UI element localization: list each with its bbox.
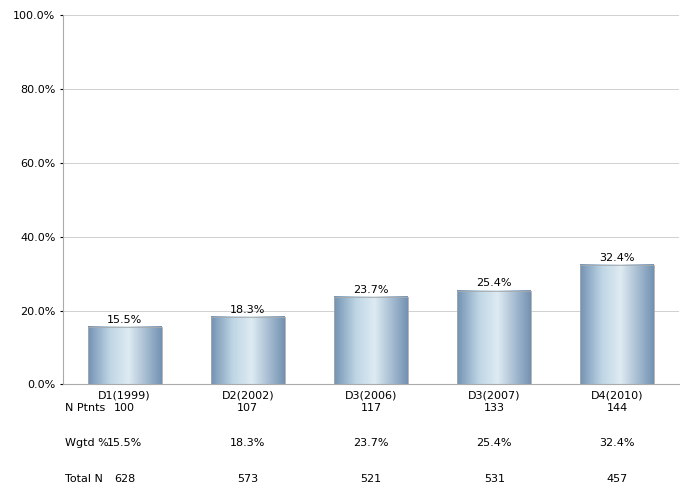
Bar bbox=[580, 264, 654, 384]
Text: 25.4%: 25.4% bbox=[477, 438, 512, 448]
Bar bbox=[334, 297, 408, 384]
Text: 521: 521 bbox=[360, 474, 382, 484]
Text: 23.7%: 23.7% bbox=[354, 284, 388, 294]
Text: 457: 457 bbox=[607, 474, 628, 484]
Text: 531: 531 bbox=[484, 474, 505, 484]
Text: 100: 100 bbox=[114, 402, 135, 412]
Text: 133: 133 bbox=[484, 402, 505, 412]
Text: 32.4%: 32.4% bbox=[600, 438, 635, 448]
Text: 18.3%: 18.3% bbox=[230, 438, 265, 448]
Bar bbox=[457, 290, 531, 384]
Text: 628: 628 bbox=[114, 474, 135, 484]
Text: 107: 107 bbox=[237, 402, 258, 412]
Text: 117: 117 bbox=[360, 402, 382, 412]
Bar bbox=[211, 317, 285, 384]
Text: 18.3%: 18.3% bbox=[230, 304, 265, 314]
Text: 15.5%: 15.5% bbox=[107, 438, 142, 448]
Text: 573: 573 bbox=[237, 474, 258, 484]
Text: 144: 144 bbox=[607, 402, 628, 412]
Text: 32.4%: 32.4% bbox=[600, 252, 635, 262]
Text: 25.4%: 25.4% bbox=[477, 278, 512, 288]
Text: Wgtd %: Wgtd % bbox=[66, 438, 109, 448]
Text: Total N: Total N bbox=[66, 474, 104, 484]
Bar bbox=[88, 327, 162, 384]
Text: N Ptnts: N Ptnts bbox=[66, 402, 106, 412]
Text: 23.7%: 23.7% bbox=[354, 438, 388, 448]
Text: 15.5%: 15.5% bbox=[107, 315, 142, 325]
